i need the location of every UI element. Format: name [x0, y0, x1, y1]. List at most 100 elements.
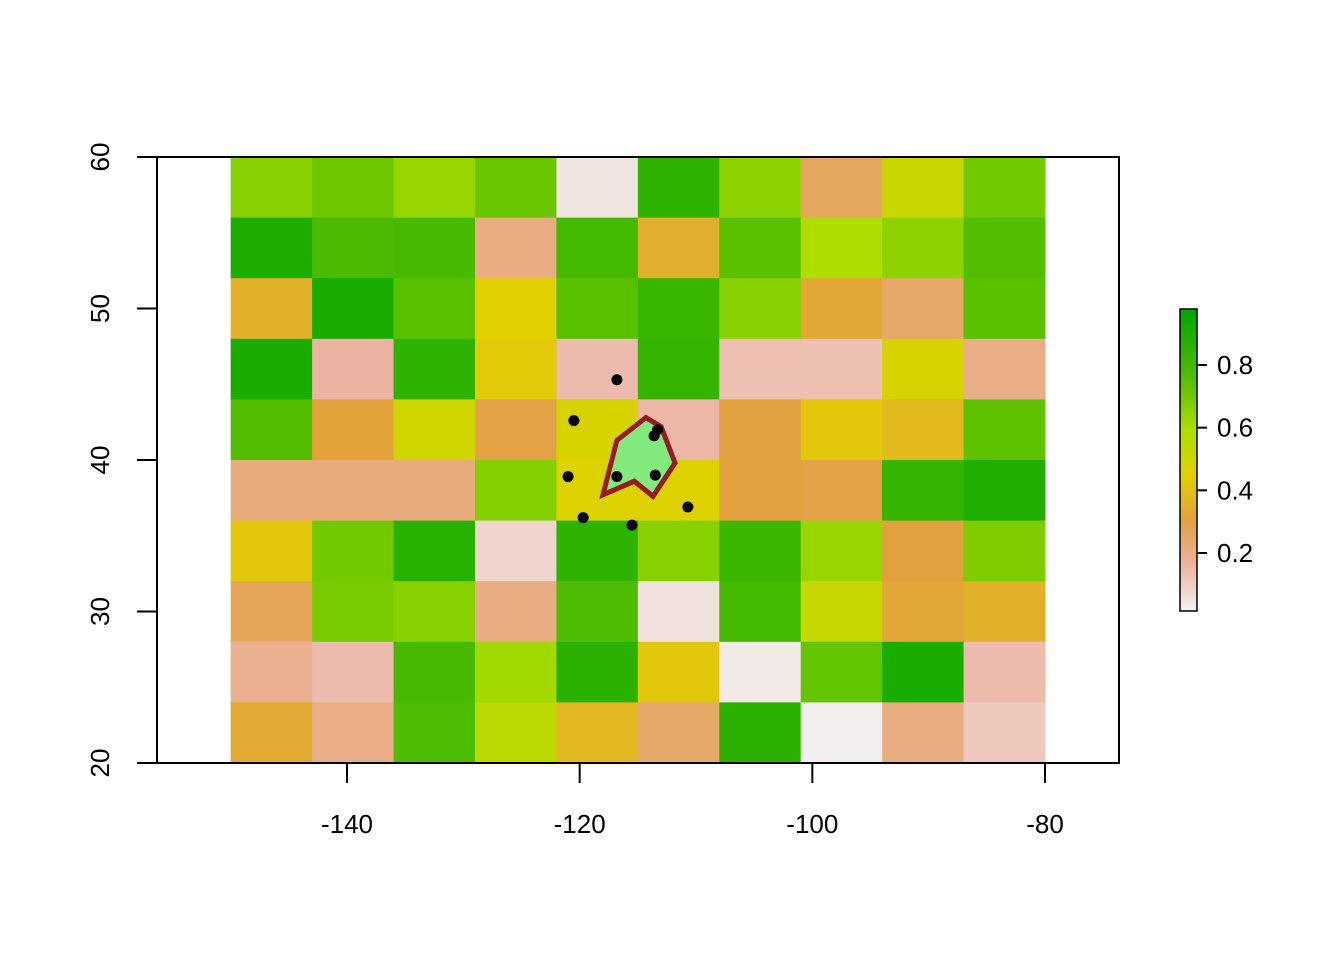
raster-cell: [963, 338, 1046, 400]
raster-cell: [800, 338, 883, 400]
raster-cell: [393, 399, 476, 461]
x-tick-label: -120: [554, 809, 606, 839]
raster-cell: [719, 581, 802, 643]
raster-cell: [719, 338, 802, 400]
raster-cell: [556, 278, 639, 340]
occurrence-point: [568, 415, 580, 427]
raster-cell: [963, 641, 1046, 703]
raster-cell: [393, 520, 476, 582]
raster-cell: [474, 641, 557, 703]
raster-cell: [556, 702, 639, 764]
occurrence-point: [682, 501, 694, 513]
raster-cell: [312, 460, 395, 522]
raster-cell: [963, 581, 1046, 643]
y-tick-label: 30: [85, 597, 115, 626]
raster-cell: [556, 338, 639, 400]
x-tick-label: -100: [786, 809, 838, 839]
raster-cell: [393, 338, 476, 400]
raster-cell: [882, 520, 965, 582]
raster-cell: [393, 157, 476, 219]
raster-cell: [800, 157, 883, 219]
y-tick-label: 60: [85, 143, 115, 172]
raster-cell: [637, 278, 720, 340]
raster-cell: [230, 278, 313, 340]
raster-cell: [637, 702, 720, 764]
raster-cell: [474, 157, 557, 219]
raster-cell: [963, 520, 1046, 582]
raster-cell: [719, 278, 802, 340]
raster-cell: [393, 278, 476, 340]
y-tick-label: 40: [85, 446, 115, 475]
legend-color-bar: [1179, 308, 1198, 612]
raster-cell: [637, 338, 720, 400]
raster-cell: [474, 278, 557, 340]
raster-cell: [474, 581, 557, 643]
raster-cell: [556, 581, 639, 643]
raster-cell: [230, 702, 313, 764]
occurrence-point: [648, 430, 660, 442]
raster-cell: [230, 581, 313, 643]
raster-cell: [230, 520, 313, 582]
raster-cell: [393, 217, 476, 279]
y-tick-label: 50: [85, 294, 115, 323]
raster-cell: [230, 641, 313, 703]
raster-cell: [230, 217, 313, 279]
raster-cell: [800, 460, 883, 522]
raster-cell: [230, 460, 313, 522]
raster-cell: [312, 399, 395, 461]
x-axis: -140 -120 -100 -80: [321, 762, 1064, 839]
raster-cell: [312, 217, 395, 279]
raster-cell: [312, 338, 395, 400]
raster-cell: [719, 460, 802, 522]
occurrence-point: [626, 519, 638, 531]
raster-cell: [800, 641, 883, 703]
raster-cell: [474, 702, 557, 764]
y-axis: 20 30 40 50 60: [85, 143, 158, 777]
raster-cell: [393, 460, 476, 522]
legend-tick-label: 0.4: [1217, 475, 1253, 505]
raster-cell: [882, 581, 965, 643]
raster-cell: [963, 217, 1046, 279]
occurrence-point: [577, 512, 589, 524]
x-tick-label: -140: [321, 809, 373, 839]
raster-cell: [719, 157, 802, 219]
raster-cell: [963, 399, 1046, 461]
raster-cell: [637, 217, 720, 279]
raster-cell: [882, 157, 965, 219]
raster-cell: [963, 157, 1046, 219]
raster-cell: [719, 702, 802, 764]
raster-cell: [719, 217, 802, 279]
raster-cell: [719, 641, 802, 703]
legend-tick-label: 0.8: [1217, 350, 1253, 380]
raster-cell: [312, 641, 395, 703]
legend-tick-label: 0.6: [1217, 413, 1253, 443]
raster-cell: [393, 702, 476, 764]
raster-cell: [312, 702, 395, 764]
raster-cell: [800, 399, 883, 461]
raster-cell: [963, 460, 1046, 522]
raster-cell: [882, 217, 965, 279]
raster-cell: [800, 581, 883, 643]
raster-cell: [800, 702, 883, 764]
occurrence-point: [611, 471, 623, 483]
legend-tick-label: 0.2: [1217, 538, 1253, 568]
raster-cell: [719, 399, 802, 461]
raster-cell: [556, 520, 639, 582]
raster-cell: [474, 520, 557, 582]
raster-cell: [474, 217, 557, 279]
color-legend: 0.2 0.4 0.6 0.8: [1179, 308, 1253, 612]
raster-cell: [882, 641, 965, 703]
raster-cell: [963, 278, 1046, 340]
raster-cell: [637, 581, 720, 643]
raster-cell: [800, 217, 883, 279]
occurrence-point: [649, 469, 661, 481]
raster-cell: [882, 460, 965, 522]
raster-cell: [474, 460, 557, 522]
raster-cell: [882, 278, 965, 340]
raster-cell: [719, 520, 802, 582]
raster-cell: [393, 581, 476, 643]
raster-cell: [800, 520, 883, 582]
raster-cell: [393, 641, 476, 703]
raster-cell: [882, 702, 965, 764]
